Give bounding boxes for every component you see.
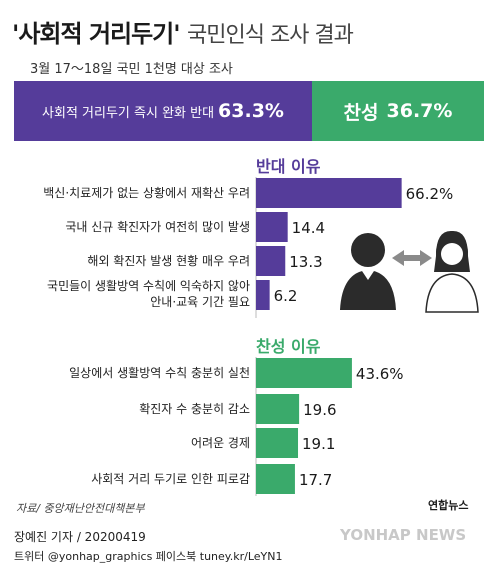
oppose-category-label-2: 국내 신규 확진자가 여전히 많이 발생: [65, 220, 250, 234]
oppose-category-label-3: 해외 확진자 발생 현황 매우 우려: [87, 254, 250, 268]
oppose-bar-1: [256, 178, 402, 208]
people-illustration: [340, 230, 479, 313]
support-bar-2: [256, 394, 300, 424]
source-note: 자료/ 중앙재난안전대책본부: [16, 502, 145, 515]
oppose-bar-3: [256, 246, 286, 276]
title-main: '사회적 거리두기': [12, 20, 181, 48]
support-label: 찬성: [343, 101, 379, 124]
support-category-label-3: 어려운 경제: [191, 436, 250, 450]
support-value-label-3: 19.1: [302, 435, 335, 453]
oppose-segment: 사회적 거리두기 즉시 완화 반대 63.3%: [14, 81, 312, 141]
support-value: 36.7%: [386, 100, 453, 122]
author-credit: 장예진 기자 / 20200419: [14, 530, 146, 544]
oppose-category-label-4: 국민들이 생활방역 수칙에 익숙하지 않아 안내·교육 기간 필요: [47, 279, 250, 309]
social-credit: 트위터 @yonhap_graphics 페이스북 tuney.kr/LeYN1: [14, 550, 283, 563]
overall-result-bar: 사회적 거리두기 즉시 완화 반대 63.3% 찬성 36.7%: [14, 81, 484, 141]
oppose-label: 사회적 거리두기 즉시 완화 반대: [42, 105, 215, 121]
yonhap-logo: 연합뉴스: [428, 499, 469, 512]
oppose-value: 63.3%: [218, 100, 284, 122]
oppose-category-label-1: 백신·치료제가 없는 상황에서 재확산 우려: [43, 186, 250, 200]
double-arrow-icon: [392, 250, 432, 266]
support-category-label-2: 확진자 수 충분히 감소: [139, 402, 250, 416]
support-value-label-1: 43.6%: [356, 365, 404, 383]
oppose-value-label-3: 13.3: [289, 253, 322, 271]
support-reasons-title: 찬성 이유: [256, 337, 321, 356]
watermark: YONHAP NEWS: [340, 526, 467, 544]
support-segment: 찬성 36.7%: [312, 81, 484, 141]
oppose-bar-2: [256, 212, 288, 242]
survey-subtitle: 3월 17～18일 국민 1천명 대상 조사: [30, 62, 233, 77]
support-category-label-1: 일상에서 생활방역 수칙 충분히 실천: [69, 365, 250, 380]
oppose-reasons-title: 반대 이유: [256, 157, 321, 176]
oppose-value-label-1: 66.2%: [406, 185, 454, 203]
oppose-value-label-4: 6.2: [274, 287, 298, 305]
support-bar-3: [256, 428, 299, 458]
title-sub: 국민인식 조사 결과: [186, 23, 354, 48]
chart-title: '사회적 거리두기' 국민인식 조사 결과: [12, 14, 354, 49]
support-category-label-4: 사회적 거리 두기로 인한 피로감: [91, 472, 250, 486]
support-bar-1: [256, 358, 352, 388]
support-value-label-4: 17.7: [299, 471, 332, 489]
support-bar-4: [256, 464, 295, 494]
support-value-label-2: 19.6: [303, 401, 336, 419]
oppose-value-label-2: 14.4: [292, 219, 325, 237]
oppose-bar-4: [256, 280, 270, 310]
